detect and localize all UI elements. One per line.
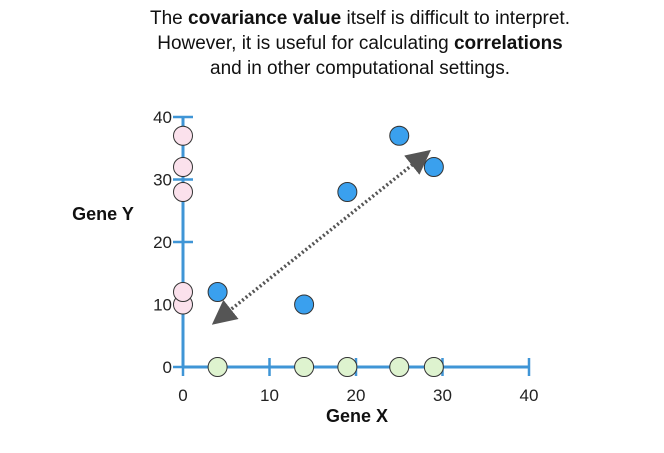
data-point xyxy=(337,182,358,202)
x-axis-title: Gene X xyxy=(326,406,388,426)
x-tick-label: 40 xyxy=(520,386,539,405)
x-tick-label: 10 xyxy=(260,386,279,405)
caption-line-1: The covariance value itself is difficult… xyxy=(150,8,570,29)
y-tick-label: 20 xyxy=(153,233,172,252)
correlations-emphasis: correlations xyxy=(453,33,563,54)
x-projection-point xyxy=(337,357,358,377)
x-tick-label: 30 xyxy=(433,386,452,405)
x-projection-point xyxy=(207,357,228,377)
x-tick-label: 20 xyxy=(347,386,366,405)
data-points-layer xyxy=(173,125,444,377)
data-point xyxy=(389,125,410,146)
data-point xyxy=(294,294,315,315)
x-projection-point xyxy=(389,357,410,377)
chart-caption: The covariance value itself is difficult… xyxy=(60,6,660,81)
caption-line-2: However, it is useful for calculating co… xyxy=(157,33,563,54)
x-projection-point xyxy=(294,357,315,377)
y-tick-label: 30 xyxy=(153,171,172,190)
trend-arrow-layer xyxy=(211,149,431,325)
x-tick-label: 0 xyxy=(178,386,187,405)
covariance-value-emphasis: covariance value xyxy=(188,8,342,29)
y-axis-title: Gene Y xyxy=(72,204,134,224)
data-point xyxy=(423,157,444,177)
y-projection-point xyxy=(173,282,193,302)
x-projection-point xyxy=(423,357,444,377)
axes xyxy=(181,117,529,369)
y-tick-label: 10 xyxy=(153,296,172,315)
covariance-trend-arrow xyxy=(211,149,431,325)
y-projection-point xyxy=(173,157,193,177)
y-projection-point xyxy=(173,182,193,202)
data-point xyxy=(207,282,228,302)
y-projection-point xyxy=(173,125,193,146)
y-tick-label: 40 xyxy=(153,108,172,127)
axis-ticks: 0 10 20 30 40 0 10 20 30 40 xyxy=(153,108,538,405)
caption-line-3: and in other computational settings. xyxy=(210,58,510,79)
y-tick-label: 0 xyxy=(163,358,172,377)
